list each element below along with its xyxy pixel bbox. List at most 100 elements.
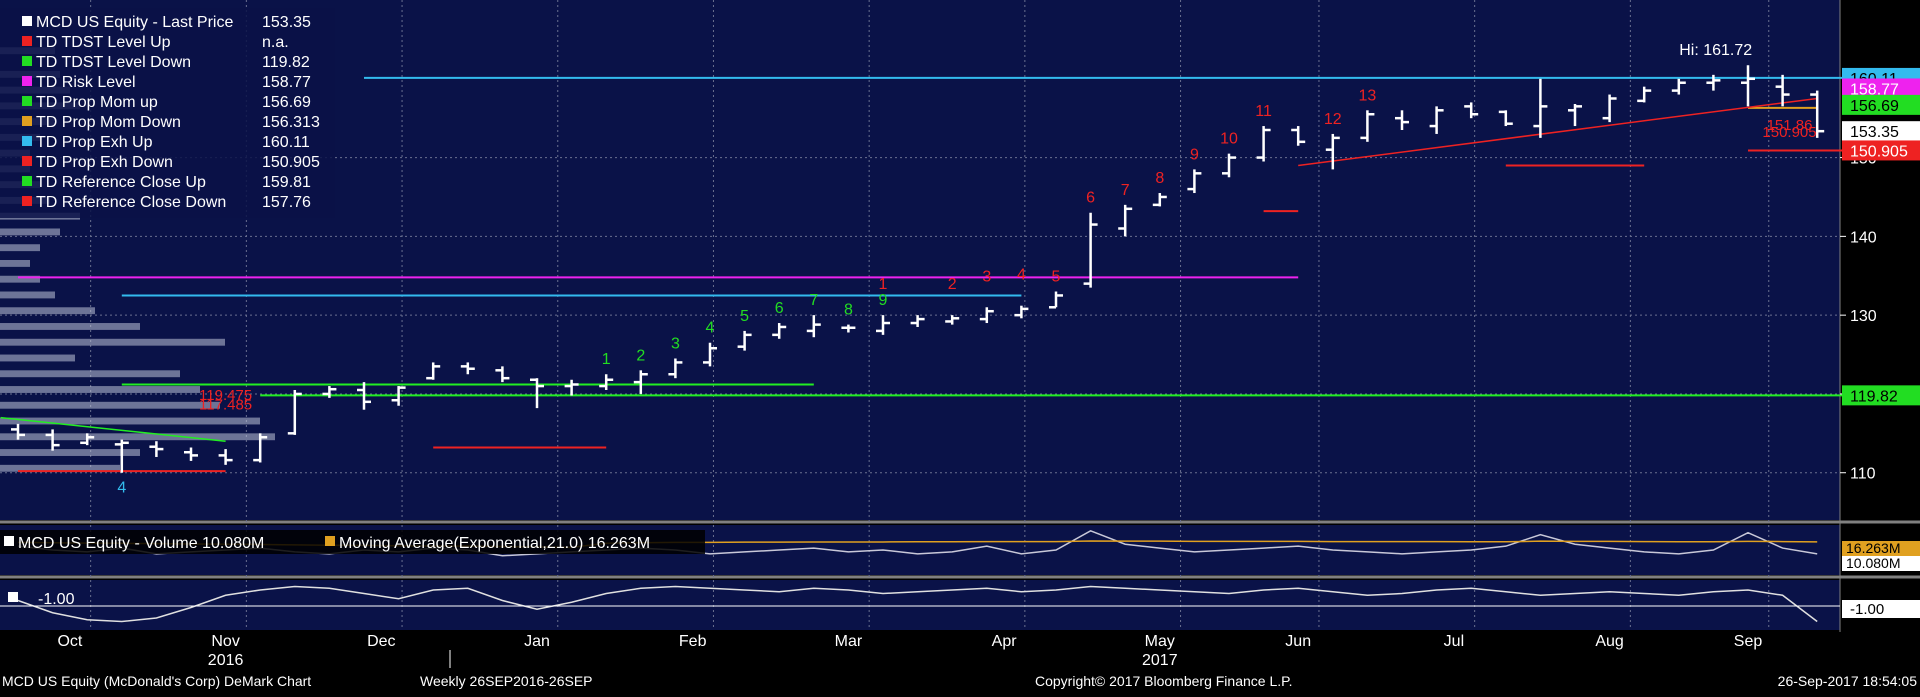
ohlc-bar [945,315,960,325]
ohlc-bar [910,315,925,327]
price-tag-label: 156.69 [1850,98,1899,115]
ma-legend-swatch [325,536,335,546]
td-count-label: 7 [1121,182,1130,199]
td-count-label: 6 [1086,190,1095,207]
volume-legend-swatch [4,536,14,546]
td-count-label: 12 [1324,111,1342,128]
x-tick-label: Aug [1595,633,1623,650]
volume-at-price-bar [0,417,260,425]
legend-swatch [22,176,32,186]
legend-label: TD Prop Exh Up [36,134,153,151]
volume-tag-bg [1842,556,1920,571]
ohlc-bar [1706,74,1721,91]
volume-tag-label: 16.263M [1846,540,1900,556]
volume-at-price-bar [0,338,225,346]
legend-value: n.a. [262,34,289,51]
legend-swatch [22,136,32,146]
year-label: 2016 [208,652,244,669]
indicator-legend-swatch [8,592,18,602]
legend-label: TD TDST Level Up [36,34,171,51]
td-count-label: 4 [706,320,715,337]
ohlc-bar [979,307,994,324]
volume-at-price-bar [0,260,30,267]
volume-at-price-bar [0,464,120,472]
legend-label: MCD US Equity - Last Price [36,14,233,31]
y-tick-label: 110 [1850,466,1876,483]
volume-at-price-bar [0,370,180,378]
volume-legend-box [0,530,705,554]
ohlc-bar [1222,153,1236,178]
legend-swatch [22,156,32,166]
ohlc-bar [1152,193,1167,207]
volume-at-price-bar [0,323,140,330]
legend-swatch [22,16,32,26]
legend-value: 156.69 [262,94,311,111]
ohlc-bar [322,386,337,398]
legend-box [0,8,335,218]
ohlc-bar [1118,204,1133,237]
ohlc-bar [1014,305,1029,319]
ohlc-bar [149,441,164,457]
indicator-tag-bg [1842,600,1920,618]
legend-value: 150.905 [262,154,320,171]
td-count-label: 9 [1190,146,1199,163]
volume-at-price-bar [0,354,75,362]
td-count-label: 10 [1220,131,1238,148]
year-label: 2017 [1142,652,1178,669]
ohlc-bar [218,449,233,465]
trendline-red [1298,97,1818,167]
ma-legend-label: Moving Average(Exponential,21.0) 16.263M [339,535,650,552]
price-tag-label: 119.82 [1850,388,1898,405]
price-tag-bg [1842,94,1920,115]
legend-label: TD Risk Level [36,74,136,91]
legend-value: 159.81 [262,174,311,191]
ohlc-bar [1464,102,1479,119]
ohlc-bar [1637,86,1652,103]
ohlc-bar [114,439,129,473]
td-count-label: 13 [1359,87,1377,104]
volume-at-price-bar [0,275,40,283]
legend-value: 160.11 [262,134,310,151]
td-count-label: 8 [1155,170,1164,187]
price-tag-label: 153.35 [1850,124,1899,141]
ohlc-bar [11,423,25,440]
legend-label: TD TDST Level Down [36,54,191,71]
ohlc-bar [633,370,648,394]
legend-swatch [22,196,32,206]
legend-label: TD Prop Mom up [36,94,158,111]
ohlc-bar [703,342,717,367]
ohlc-bar [1498,110,1513,127]
ohlc-bar [806,315,821,338]
x-tick-label: Jun [1285,633,1311,650]
ohlc-bar [876,315,890,335]
ohlc-bar [1325,133,1340,170]
legend-swatch [22,56,32,66]
legend-label: TD Reference Close Up [36,174,206,191]
y-tick-label: 140 [1850,229,1877,246]
ohlc-bar [1429,106,1444,134]
x-tick-label: Apr [992,633,1018,650]
price-tag-bg [1842,78,1920,99]
ohlc-bar [772,323,787,339]
ohlc-bar [1395,110,1409,130]
volume-at-price-bar [0,244,40,252]
volume-tag-bg [1842,541,1920,556]
volume-at-price-bar [0,307,95,315]
ohlc-bar [184,447,198,461]
ohlc-bar [1256,126,1271,162]
price-annotation: 117.485 [199,397,252,414]
price-tag-label: 150.905 [1850,143,1908,160]
ohlc-bar [1360,110,1375,142]
ohlc-bar [1187,169,1202,194]
x-tick-label: Jul [1444,633,1464,650]
td-count-label: 7 [809,292,818,309]
ohlc-bar [1810,90,1825,138]
volume-at-price-bar [0,386,200,393]
legend-value: 153.35 [262,14,311,31]
legend-label: TD Reference Close Down [36,194,226,211]
ohlc-bar [1083,212,1098,288]
legend-swatch [22,36,32,46]
indicator-legend-label: -1.00 [38,591,75,608]
td-count-label: 9 [879,292,888,309]
